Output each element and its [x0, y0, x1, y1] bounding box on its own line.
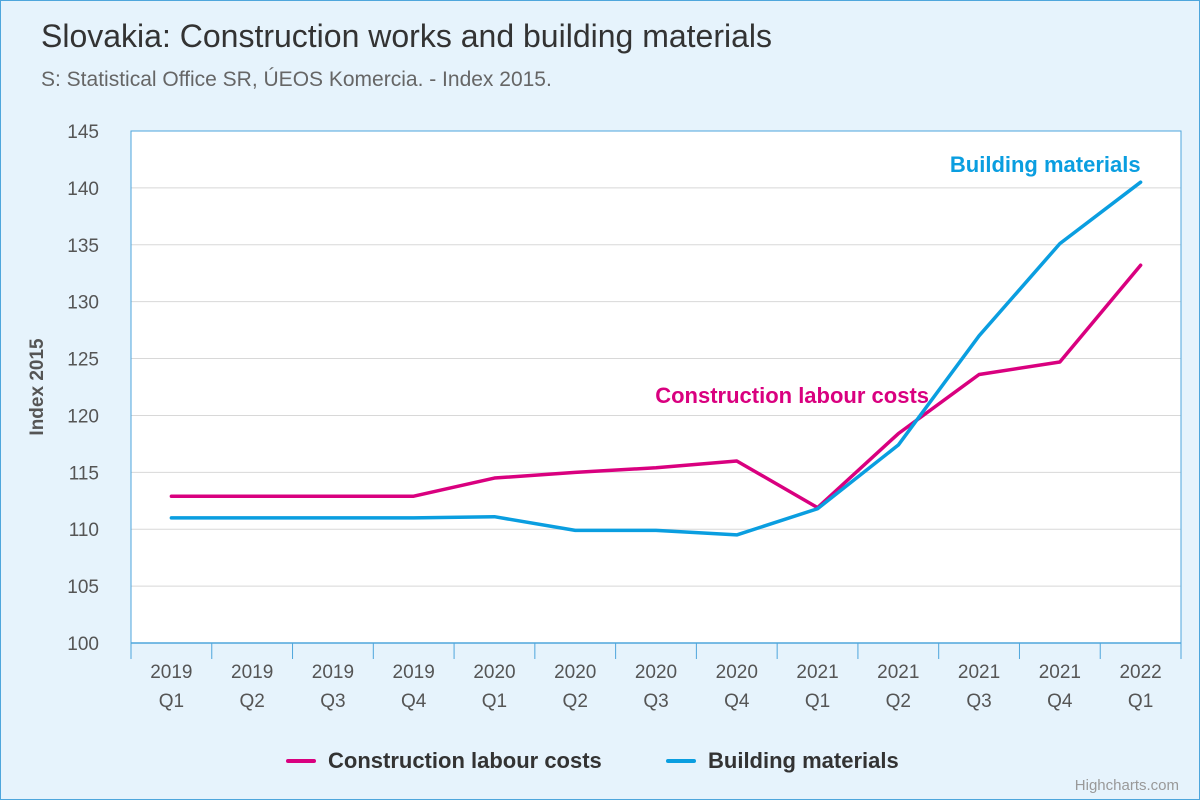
x-tick-label-quarter: Q2: [886, 691, 911, 712]
x-tick-label-year: 2021: [877, 662, 919, 683]
x-tick-label-year: 2020: [716, 662, 758, 683]
x-tick-label-quarter: Q3: [966, 691, 991, 712]
x-tick-label-quarter: Q1: [805, 691, 830, 712]
x-tick-label-year: 2020: [554, 662, 596, 683]
legend-label: Construction labour costs: [328, 748, 602, 773]
chart-subtitle: S: Statistical Office SR, ÚEOS Komercia.…: [41, 68, 552, 91]
x-tick-label-year: 2019: [150, 662, 192, 683]
y-tick-label: 145: [67, 122, 99, 143]
y-tick-label: 135: [67, 236, 99, 257]
chart-title: Slovakia: Construction works and buildin…: [41, 18, 773, 54]
series-annotation: Building materials: [950, 152, 1141, 177]
credits-link[interactable]: Highcharts.com: [1074, 777, 1179, 794]
x-tick-label-year: 2020: [473, 662, 515, 683]
x-tick-label-year: 2019: [393, 662, 435, 683]
y-tick-label: 120: [67, 406, 99, 427]
x-tick-label-quarter: Q1: [482, 691, 507, 712]
x-tick-label-year: 2019: [312, 662, 354, 683]
y-tick-label: 140: [67, 179, 99, 200]
x-tick-label-quarter: Q1: [159, 691, 184, 712]
legend-item-building-materials[interactable]: Building materials: [666, 746, 899, 776]
x-tick-label-quarter: Q1: [1128, 691, 1153, 712]
y-tick-label: 115: [69, 463, 99, 484]
plot-background: [131, 131, 1181, 643]
y-tick-label: 105: [67, 577, 99, 598]
x-tick-label-year: 2021: [958, 662, 1000, 683]
x-tick-label-year: 2019: [231, 662, 273, 683]
x-tick-label-year: 2021: [796, 662, 838, 683]
legend-swatch: [666, 759, 696, 763]
series-annotation: Construction labour costs: [655, 383, 929, 408]
legend-item-construction-labour-costs[interactable]: Construction labour costs: [286, 746, 602, 776]
y-axis-title: Index 2015: [27, 338, 48, 436]
x-tick-label-quarter: Q4: [1047, 691, 1073, 712]
y-tick-label: 130: [67, 293, 99, 314]
series-line: [169, 263, 1143, 510]
x-tick-label-quarter: Q2: [239, 691, 264, 712]
legend-swatch: [286, 759, 316, 763]
x-tick-label-quarter: Q3: [643, 691, 668, 712]
legend-label: Building materials: [708, 748, 899, 773]
x-tick-label-year: 2021: [1039, 662, 1081, 683]
x-tick-label-year: 2022: [1119, 662, 1161, 683]
series-line: [169, 180, 1143, 537]
x-tick-label-year: 2020: [635, 662, 677, 683]
y-tick-label: 100: [67, 634, 99, 655]
x-tick-label-quarter: Q4: [724, 691, 750, 712]
y-tick-label: 125: [67, 350, 99, 371]
x-tick-label-quarter: Q4: [401, 691, 427, 712]
x-tick-label-quarter: Q3: [320, 691, 345, 712]
y-tick-label: 110: [69, 520, 99, 541]
x-tick-label-quarter: Q2: [563, 691, 588, 712]
